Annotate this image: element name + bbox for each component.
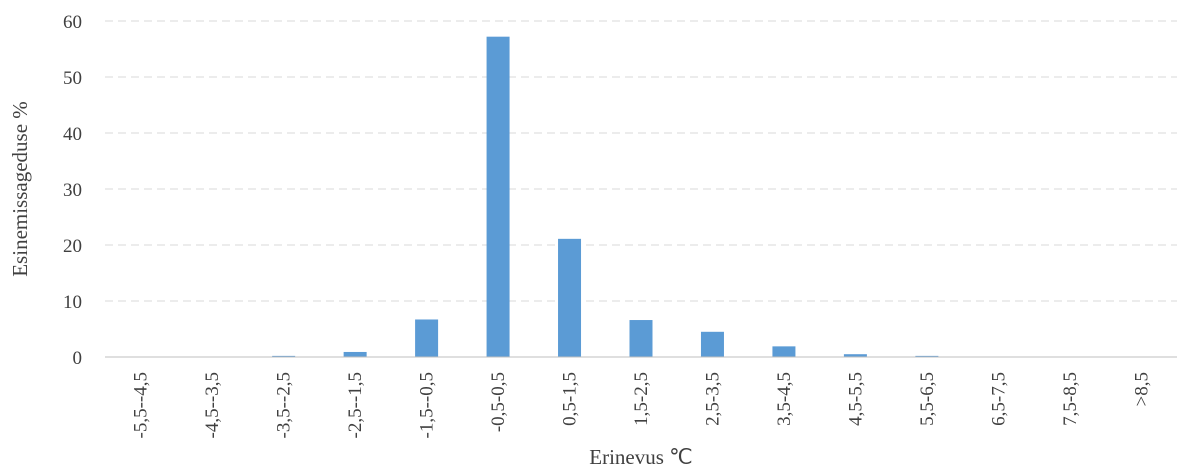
x-axis-title: Erinevus ℃ <box>589 445 692 469</box>
bar <box>415 319 439 357</box>
y-axis-ticks: 0 10 20 30 40 50 60 <box>63 12 82 369</box>
y-tick-label: 30 <box>63 180 82 201</box>
y-tick-label: 20 <box>63 236 82 257</box>
y-tick-label: 50 <box>63 68 82 89</box>
y-axis-title: Esinemissageduse % <box>8 101 32 277</box>
x-tick-label: -5,5--4,5 <box>131 372 152 438</box>
x-tick-label: -1,5--0,5 <box>417 372 438 438</box>
bar <box>700 331 724 357</box>
x-tick-label: 0,5-1,5 <box>560 372 581 426</box>
bar <box>486 36 510 358</box>
x-tick-label: 3,5-4,5 <box>774 372 795 426</box>
bars <box>272 36 939 358</box>
x-tick-label: 4,5-5,5 <box>845 372 866 426</box>
bar <box>558 238 582 357</box>
y-tick-label: 60 <box>63 12 82 33</box>
x-tick-label: >8,5 <box>1131 372 1152 406</box>
x-tick-label: -4,5--3,5 <box>202 372 223 438</box>
bar <box>629 320 653 357</box>
x-tick-label: 6,5-7,5 <box>988 372 1009 426</box>
x-tick-label: 2,5-3,5 <box>702 372 723 426</box>
gridlines <box>105 20 1177 302</box>
x-tick-label: -2,5--1,5 <box>345 372 366 438</box>
bar <box>915 355 939 357</box>
x-tick-label: 5,5-6,5 <box>917 372 938 426</box>
bar <box>843 354 867 357</box>
bar <box>343 351 367 357</box>
y-tick-label: 40 <box>63 124 82 145</box>
bar <box>772 346 796 357</box>
x-tick-label: -3,5--2,5 <box>274 372 295 438</box>
x-tick-label: 7,5-8,5 <box>1060 372 1081 426</box>
y-tick-label: 10 <box>63 292 82 313</box>
bar <box>272 355 296 357</box>
x-tick-label: 1,5-2,5 <box>631 372 652 426</box>
x-axis-ticks: -5,5--4,5 -4,5--3,5 -3,5--2,5 -2,5--1,5 -1,5… <box>131 372 1153 438</box>
x-tick-label: -0,5-0,5 <box>488 372 509 432</box>
y-tick-label: 0 <box>73 348 83 369</box>
